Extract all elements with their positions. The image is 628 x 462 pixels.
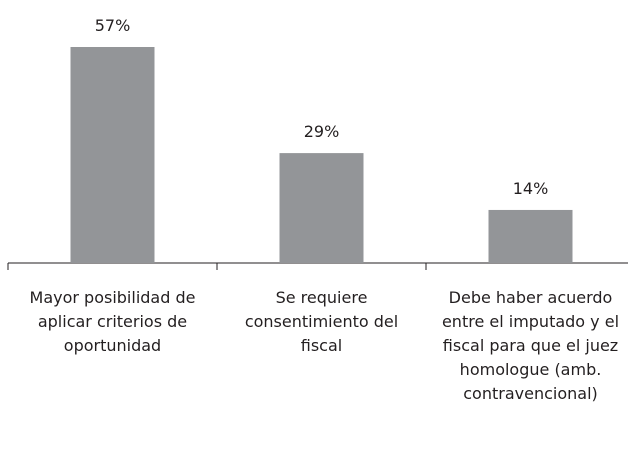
- value-label: 14%: [513, 179, 549, 198]
- bar: [70, 47, 155, 263]
- x-tick-label: Se requiere consentimiento del fiscal: [244, 288, 399, 355]
- x-tick-label: Debe haber acuerdo entre el imputado y e…: [441, 288, 620, 403]
- value-label: 29%: [304, 122, 340, 141]
- x-tick-label: Mayor posibilidad de aplicar criterios d…: [29, 288, 196, 355]
- bar: [279, 153, 364, 263]
- bar: [488, 209, 573, 263]
- value-label: 57%: [95, 16, 131, 35]
